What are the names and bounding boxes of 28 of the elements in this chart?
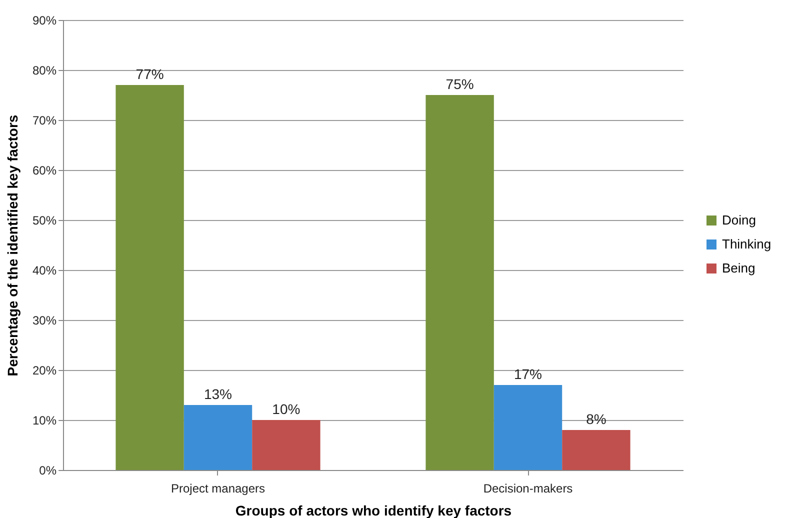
bar bbox=[494, 385, 562, 470]
bar bbox=[562, 430, 630, 470]
y-tick-label: 60% bbox=[32, 164, 57, 178]
y-tick-label: 30% bbox=[32, 314, 57, 328]
x-tick-label: Decision-makers bbox=[483, 482, 573, 496]
legend-label: Thinking bbox=[722, 236, 772, 252]
y-tick-label: 40% bbox=[32, 264, 57, 278]
y-tick-label: 20% bbox=[32, 364, 57, 378]
y-tick-label: 90% bbox=[32, 14, 57, 28]
x-tick-label: Project managers bbox=[170, 482, 266, 496]
data-label: 75% bbox=[446, 76, 474, 92]
data-label: 17% bbox=[514, 366, 542, 382]
y-tick-label: 10% bbox=[32, 414, 57, 428]
data-label: 10% bbox=[272, 401, 300, 417]
bar bbox=[426, 95, 494, 470]
y-axis-title: Percentage of the identified key factors bbox=[4, 114, 20, 376]
data-label: 13% bbox=[204, 386, 232, 402]
bar bbox=[116, 85, 184, 470]
data-label: 8% bbox=[586, 411, 606, 427]
legend-label: Being bbox=[722, 260, 756, 276]
y-tick-label: 0% bbox=[39, 464, 57, 478]
bar bbox=[184, 405, 252, 470]
y-tick-label: 50% bbox=[32, 214, 57, 228]
bar bbox=[252, 420, 320, 470]
y-tick-label: 70% bbox=[32, 114, 57, 128]
data-label: 77% bbox=[136, 66, 164, 82]
legend-label: Doing bbox=[722, 212, 756, 228]
y-tick-label: 80% bbox=[32, 64, 57, 78]
